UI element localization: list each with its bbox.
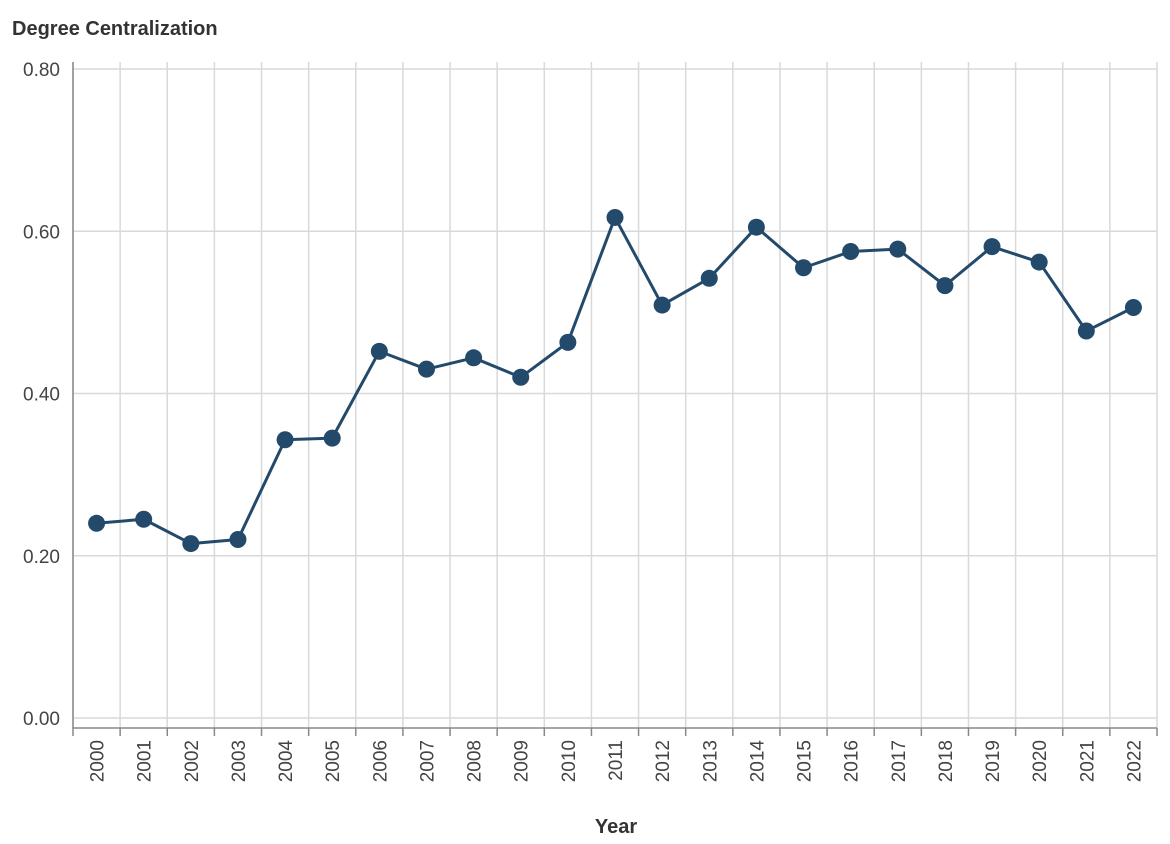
data-point[interactable]: [747, 218, 765, 236]
y-axis-title: Degree Centralization: [12, 18, 218, 40]
x-tick-label: 2019: [983, 740, 1004, 782]
data-point[interactable]: [653, 296, 671, 314]
x-tick-label: 2000: [88, 740, 109, 782]
data-point[interactable]: [135, 510, 153, 528]
data-point[interactable]: [936, 277, 954, 295]
data-point[interactable]: [1124, 299, 1142, 317]
x-tick-label: 2018: [936, 740, 957, 782]
x-tick-label: 2001: [135, 740, 156, 782]
y-tick-labels: 0.00 0.20 0.40 0.60 0.80: [23, 60, 60, 730]
x-axis-title: Year: [595, 816, 637, 838]
x-tick-label: 2005: [323, 740, 344, 782]
series: [88, 208, 1142, 553]
data-point[interactable]: [559, 333, 577, 351]
data-point[interactable]: [88, 514, 106, 532]
x-tick-label: 2007: [417, 740, 438, 782]
data-point[interactable]: [229, 531, 247, 549]
x-tick-label: 2020: [1030, 740, 1051, 782]
data-point[interactable]: [417, 360, 435, 378]
x-tick-label: 2021: [1077, 740, 1098, 782]
x-tick-label: 2022: [1124, 740, 1145, 782]
x-tick-label: 2006: [370, 740, 391, 782]
x-tick-label: 2015: [795, 740, 816, 782]
grid: [72, 62, 1158, 728]
x-tick-label: 2004: [276, 740, 297, 783]
x-tick-label: 2017: [889, 740, 910, 782]
data-point[interactable]: [323, 429, 341, 447]
y-tick-label: 0.00: [23, 709, 60, 730]
data-point[interactable]: [1030, 253, 1048, 271]
data-point[interactable]: [182, 535, 200, 553]
data-point[interactable]: [700, 269, 718, 287]
data-point[interactable]: [1077, 322, 1095, 340]
x-tick-label: 2010: [559, 740, 580, 782]
data-point[interactable]: [983, 238, 1001, 256]
x-tick-label: 2013: [700, 740, 721, 782]
x-tick-label: 2011: [606, 740, 627, 781]
data-point[interactable]: [276, 431, 294, 449]
data-point[interactable]: [512, 368, 530, 386]
axes: [72, 62, 1158, 736]
data-point[interactable]: [889, 240, 907, 258]
y-tick-label: 0.60: [23, 222, 60, 243]
y-tick-label: 0.40: [23, 385, 60, 406]
data-point[interactable]: [465, 349, 483, 367]
x-tick-label: 2009: [512, 740, 533, 782]
x-tick-label: 2014: [747, 740, 768, 783]
data-point[interactable]: [370, 342, 388, 360]
x-tick-label: 2003: [229, 740, 250, 782]
x-tick-label: 2002: [182, 740, 203, 782]
x-tick-label: 2008: [465, 740, 486, 782]
data-point[interactable]: [606, 208, 624, 226]
data-point[interactable]: [795, 259, 813, 277]
x-tick-label: 2016: [842, 740, 863, 782]
data-point[interactable]: [842, 243, 860, 261]
x-tick-labels: 2000 2001 2002 2003 2004 2005 2006 2007 2008 2009…: [88, 740, 1146, 783]
x-tick-label: 2012: [653, 740, 674, 782]
y-tick-label: 0.20: [23, 547, 60, 568]
y-tick-label: 0.80: [23, 60, 60, 81]
series-line: [96, 215, 1135, 546]
